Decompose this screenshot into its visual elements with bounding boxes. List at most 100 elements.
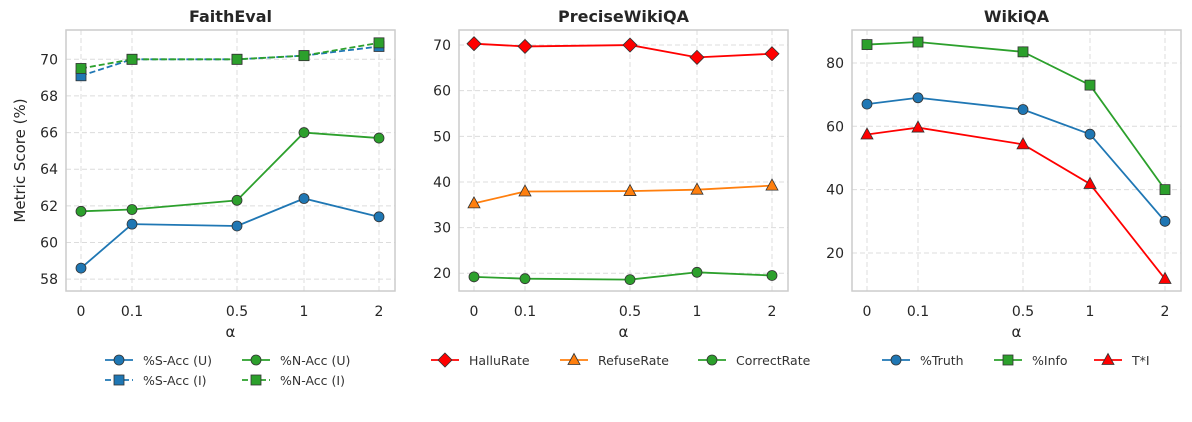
data-point xyxy=(231,194,243,206)
x-tick-label: 0.5 xyxy=(226,304,248,320)
legend-marker xyxy=(437,352,453,368)
x-tick-label: 0.5 xyxy=(1012,304,1034,320)
data-point xyxy=(766,270,778,281)
x-tick-label: 2 xyxy=(1161,304,1170,320)
legend-label: CorrectRate xyxy=(736,353,811,368)
data-point xyxy=(624,274,636,285)
data-point xyxy=(691,266,703,278)
data-point xyxy=(690,182,704,195)
x-tick-label: 0.1 xyxy=(514,304,536,320)
series-line-0 xyxy=(866,96,1166,222)
series-line-1 xyxy=(80,131,380,213)
y-tick-label: 68 xyxy=(40,89,58,105)
x-axis-label: α xyxy=(1012,323,1022,341)
legend-marker xyxy=(567,352,581,365)
legend-marker xyxy=(250,354,262,366)
data-point xyxy=(764,46,780,62)
x-tick-label: 2 xyxy=(375,304,384,320)
legend-label: HalluRate xyxy=(469,353,530,368)
legend-marker xyxy=(1101,352,1115,365)
data-point xyxy=(1084,79,1096,91)
legend-label: %N-Acc (U) xyxy=(280,353,350,368)
x-tick-label: 0 xyxy=(863,304,872,320)
data-point xyxy=(126,204,138,215)
legend-marker xyxy=(113,354,125,366)
chart-title: FaithEval xyxy=(189,7,272,26)
data-point xyxy=(231,220,243,232)
legend-label: T*I xyxy=(1131,353,1150,368)
legend-marker xyxy=(1002,354,1014,366)
chart-title: PreciseWikiQA xyxy=(558,7,690,26)
data-point xyxy=(623,183,637,196)
data-point xyxy=(518,184,532,197)
data-point xyxy=(1017,104,1029,115)
data-point xyxy=(1159,184,1171,196)
data-point xyxy=(467,196,481,209)
x-tick-label: 0 xyxy=(77,304,86,320)
data-point xyxy=(373,37,385,49)
data-point xyxy=(75,205,87,217)
data-point xyxy=(1017,46,1029,58)
y-tick-label: 58 xyxy=(40,272,58,288)
data-point xyxy=(231,53,243,65)
data-point xyxy=(911,120,925,133)
x-tick-label: 0.5 xyxy=(619,304,641,320)
y-tick-label: 70 xyxy=(433,38,451,54)
data-point xyxy=(1083,176,1097,189)
y-tick-label: 70 xyxy=(40,52,58,68)
y-tick-label: 64 xyxy=(40,162,58,178)
data-point xyxy=(1084,128,1096,140)
data-point xyxy=(298,193,310,204)
data-point xyxy=(861,39,873,50)
y-tick-label: 60 xyxy=(40,235,58,251)
data-point xyxy=(1016,137,1030,150)
legend-label: %Truth xyxy=(920,353,964,368)
chart-panel-2: 20 40 60 80 0 0.1 0.5 1 2 WikiQA α %Truth %Info T*I xyxy=(826,7,1182,368)
legend-marker xyxy=(250,374,262,386)
data-point xyxy=(689,49,705,65)
y-tick-label: 80 xyxy=(826,56,844,72)
chart-panel-0: 58 60 62 64 66 68 70 0 0.1 0.5 1 2 FaithEval α Metric … xyxy=(11,7,396,388)
data-point xyxy=(622,37,638,53)
data-point xyxy=(1158,271,1172,284)
data-point xyxy=(466,36,482,52)
legend-label: RefuseRate xyxy=(598,353,669,368)
legend-label: %S-Acc (I) xyxy=(143,373,207,388)
y-tick-label: 62 xyxy=(40,199,58,215)
y-tick-label: 60 xyxy=(433,84,451,100)
y-tick-label: 66 xyxy=(40,126,58,142)
y-tick-label: 40 xyxy=(826,183,844,199)
plot-frame xyxy=(851,29,1182,292)
legend-marker xyxy=(113,374,125,386)
plot-frame xyxy=(65,29,396,292)
x-tick-label: 0.1 xyxy=(121,304,143,320)
x-axis-label: α xyxy=(619,323,629,341)
data-point xyxy=(517,38,533,54)
x-tick-label: 0.1 xyxy=(907,304,929,320)
data-point xyxy=(298,50,310,62)
data-point xyxy=(75,262,87,274)
data-point xyxy=(126,53,138,65)
data-point xyxy=(861,98,873,110)
data-point xyxy=(912,36,924,48)
legend-marker xyxy=(890,354,902,366)
legend-marker xyxy=(706,354,718,366)
data-point xyxy=(298,127,310,138)
series-line-2 xyxy=(866,126,1166,280)
chart-title: WikiQA xyxy=(984,7,1050,26)
legend-label: %N-Acc (I) xyxy=(280,373,345,388)
data-point xyxy=(373,132,385,144)
data-point xyxy=(75,63,87,74)
y-tick-label: 40 xyxy=(433,175,451,191)
y-tick-label: 50 xyxy=(433,129,451,145)
x-tick-label: 2 xyxy=(768,304,777,320)
series-line-3 xyxy=(80,41,380,70)
x-axis-label: α xyxy=(226,323,236,341)
y-axis-label: Metric Score (%) xyxy=(11,98,29,222)
x-tick-label: 1 xyxy=(300,304,309,320)
data-point xyxy=(373,211,385,223)
data-point xyxy=(912,92,924,104)
legend-label: %S-Acc (U) xyxy=(143,353,212,368)
data-point xyxy=(126,218,138,230)
